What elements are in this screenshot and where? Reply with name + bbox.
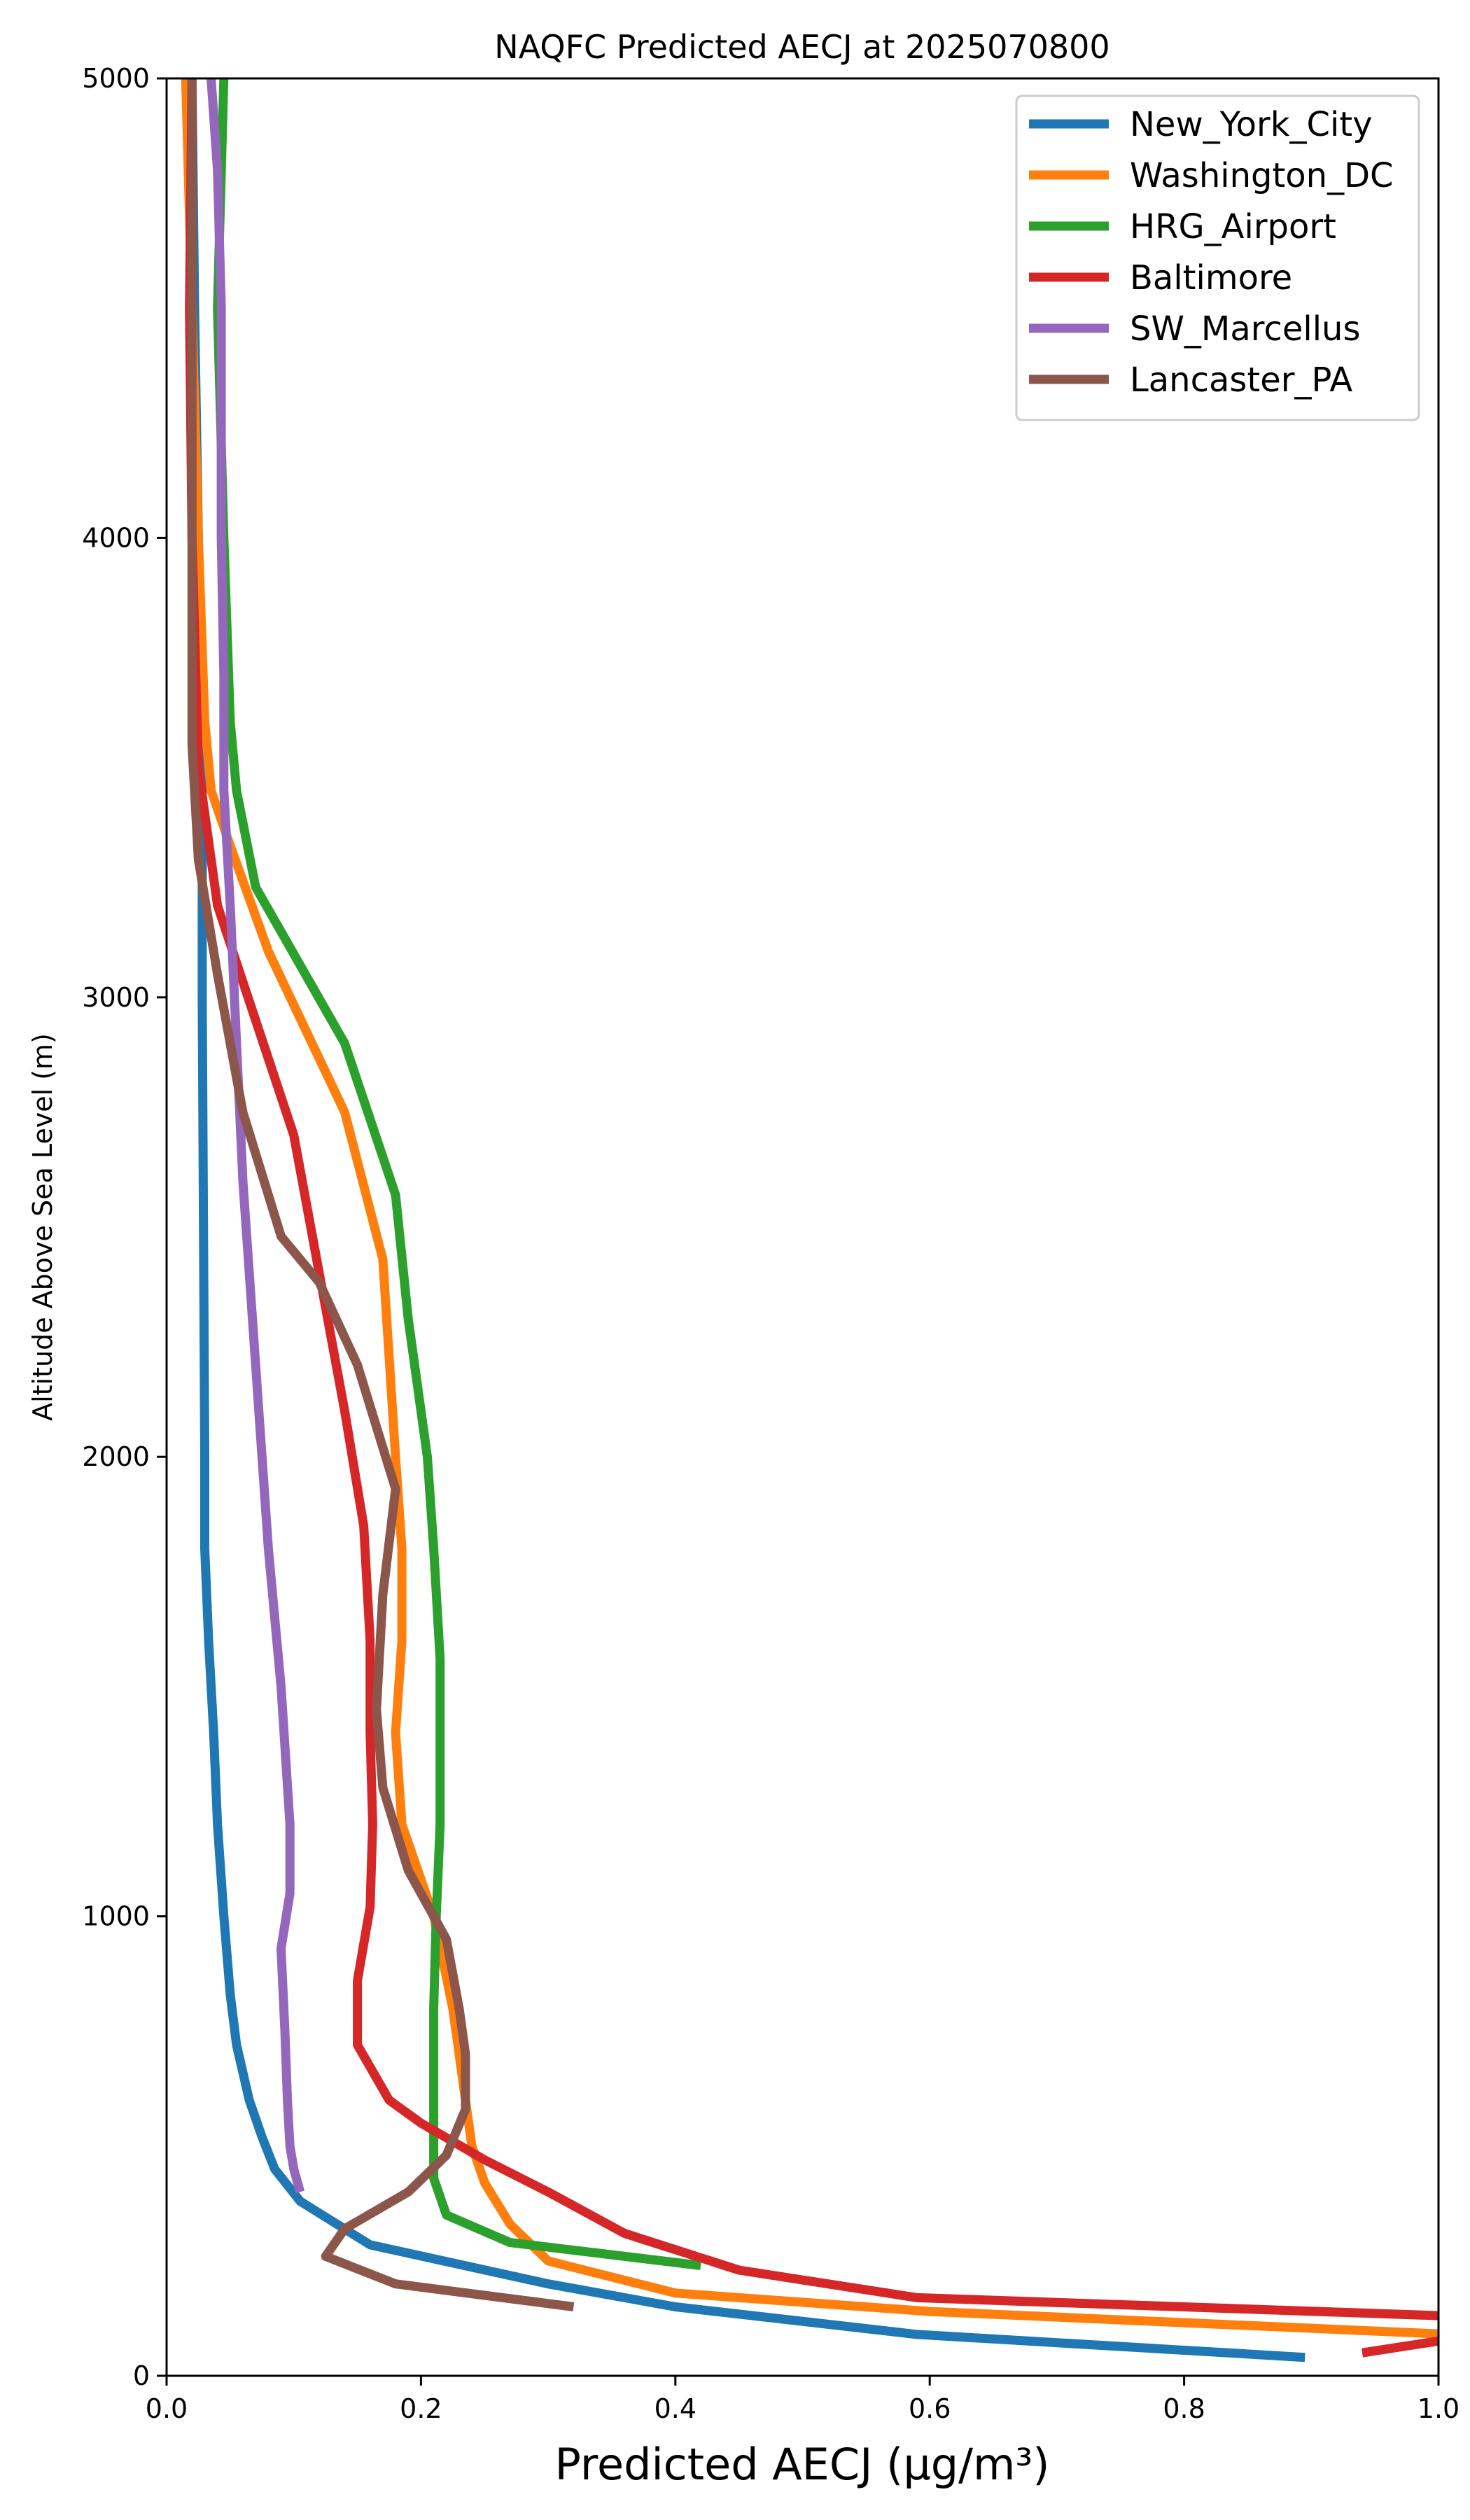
plot-frame [165,77,1440,2377]
legend-label-hrg-airport: HRG_Airport [1130,207,1336,246]
chart-title: NAQFC Predicted AECJ at 2025070800 [494,28,1110,66]
y-tick-label: 2000 [82,1441,150,1472]
series-line-baltimore-4 [185,78,1438,2320]
y-tick-label: 3000 [82,982,150,1013]
y-tick-label: 0 [133,2360,150,2391]
legend-frame [1015,94,1420,421]
series-line-new-york-city-0 [187,78,1306,2362]
y-axis-ticks: 0 1000 2000 3000 4000 5000 [82,63,167,2391]
legend-label-sw-marcellus: SW_Marcellus [1130,309,1360,349]
legend-label-baltimore: Baltimore [1130,258,1292,298]
y-axis-title: Altitude Above Sea Level (m) [27,1033,58,1421]
legend: New_York_City Washington_DC HRG_Airport Bal… [1015,94,1420,421]
x-axis-title: Predicted AECJ (µg/m³) [555,2439,1050,2490]
y-tick-label: 4000 [82,522,150,553]
x-tick-label: 1.0 [1418,2393,1460,2424]
x-tick-label: 0.8 [1163,2393,1205,2424]
y-tick-label: 5000 [82,63,150,94]
x-tick-label: 0.0 [146,2393,188,2424]
x-tick-label: 0.2 [400,2393,442,2424]
y-tick-label: 1000 [82,1901,150,1932]
series-layer [181,78,1438,2362]
series-line-sw-marcellus-5 [206,78,305,2194]
x-tick-label: 0.4 [654,2393,696,2424]
x-tick-label: 0.6 [909,2393,951,2424]
series-line-lancaster-pa-6 [187,78,575,2311]
x-axis-ticks: 0.0 0.2 0.4 0.6 0.8 1.0 [146,2376,1460,2424]
legend-label-new-york-city: New_York_City [1130,105,1373,144]
legend-label-lancaster-pa: Lancaster_PA [1130,360,1352,400]
legend-label-washington-dc: Washington_DC [1130,156,1394,195]
series-line-washington-dc-1 [181,78,1438,2339]
series-line-baltimore-3 [1362,2336,1438,2358]
